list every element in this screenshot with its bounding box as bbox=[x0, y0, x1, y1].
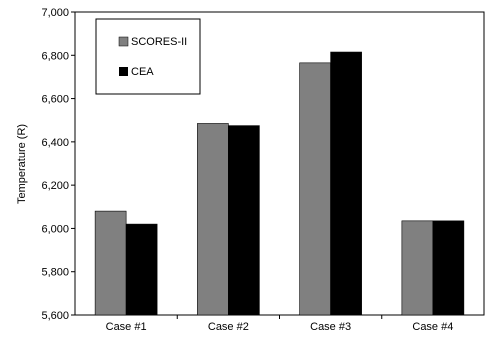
legend-swatch-cea bbox=[119, 67, 128, 76]
axes-layer: 5,600 5,800 6,000 6,200 6,400 6,600 6,800 7,000… bbox=[41, 7, 485, 333]
bar-cea-case-3 bbox=[330, 51, 362, 316]
y-tick-label-6000: 6,000 bbox=[41, 223, 69, 235]
bar-scores-ii-case-4 bbox=[401, 220, 434, 316]
bar-cea-case-1 bbox=[125, 223, 158, 316]
y-tick-label-6400: 6,400 bbox=[41, 137, 69, 149]
bars-layer bbox=[94, 51, 465, 316]
bar-cea-case-2 bbox=[228, 125, 260, 316]
bar-scores-ii-case-1 bbox=[94, 210, 127, 316]
legend-box bbox=[95, 18, 201, 95]
bar-cea-case-4 bbox=[432, 220, 465, 316]
x-tick-label-3: Case #3 bbox=[310, 321, 351, 333]
x-tick-label-4: Case #4 bbox=[412, 321, 453, 333]
bar-scores-ii-case-3 bbox=[299, 62, 331, 316]
legend-swatch-scores-ii bbox=[118, 36, 129, 47]
y-tick-label-6600: 6,600 bbox=[41, 94, 69, 106]
legend-label-cea: CEA bbox=[131, 66, 154, 78]
legend: SCORES-II CEA bbox=[95, 18, 201, 95]
x-tick-label-2: Case #2 bbox=[208, 321, 249, 333]
y-tick-label-5600: 5,600 bbox=[41, 310, 69, 322]
x-tick-label-1: Case #1 bbox=[106, 321, 147, 333]
y-tick-label-7000: 7,000 bbox=[41, 7, 69, 19]
y-tick-label-6800: 6,800 bbox=[41, 50, 69, 62]
legend-label-scores-ii: SCORES-II bbox=[131, 36, 187, 48]
bar-scores-ii-case-2 bbox=[197, 123, 229, 316]
y-tick-label-5800: 5,800 bbox=[41, 267, 69, 279]
y-tick-label-6200: 6,200 bbox=[41, 180, 69, 192]
y-axis-title: Temperature (R) bbox=[16, 124, 28, 204]
